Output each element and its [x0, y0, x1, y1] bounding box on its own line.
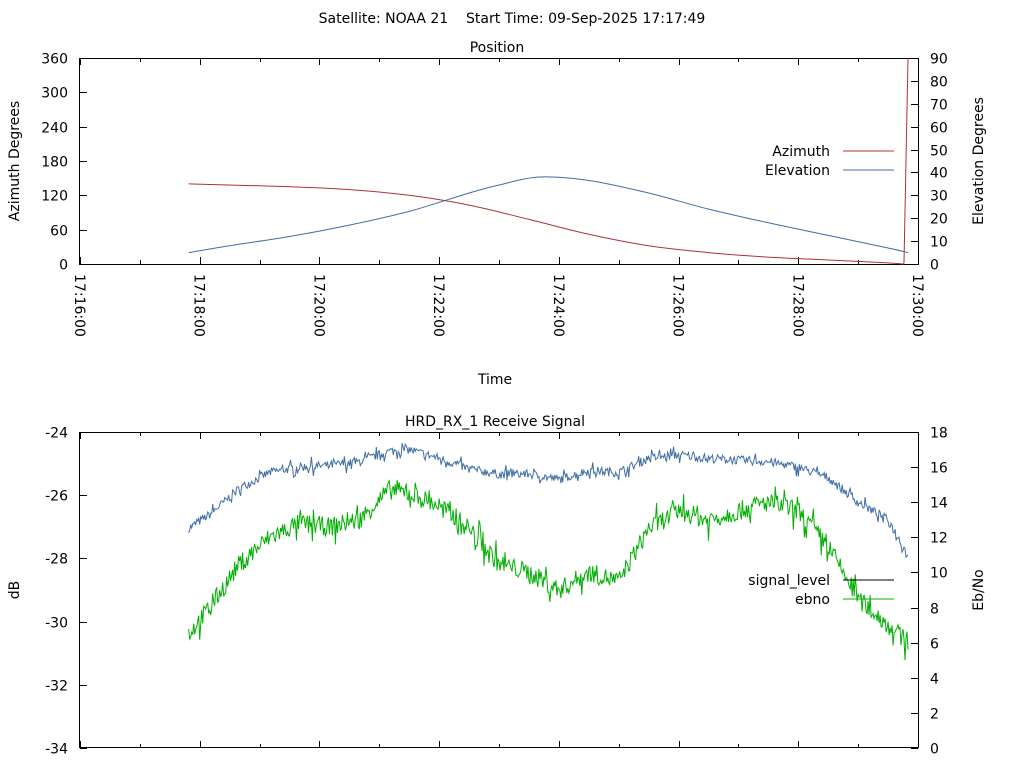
- position-legend: Azimuth Elevation: [765, 144, 894, 179]
- position-y-axis-label: Azimuth Degrees: [7, 101, 23, 221]
- signal-legend: signal_level ebno: [748, 573, 894, 608]
- y2-tick-label: 70: [930, 98, 948, 114]
- y2-tick-label: 90: [930, 52, 948, 68]
- y2-tick-label: 14: [930, 496, 948, 512]
- y2-tick-label: 16: [930, 461, 948, 477]
- y2-tick-label: 40: [930, 166, 948, 182]
- signal-chart-title: HRD_RX_1 Receive Signal: [405, 414, 585, 430]
- x-tick-label: 17:28:00: [789, 274, 805, 337]
- legend-signal-level-label: signal_level: [748, 573, 830, 589]
- x-tick-label: 17:22:00: [430, 274, 446, 337]
- y2-tick-label: 50: [930, 144, 948, 160]
- position-chart-title: Position: [470, 40, 525, 56]
- series-line-azimuth: [188, 57, 909, 265]
- y2-tick-label: 60: [930, 121, 948, 137]
- y-tick-label: 360: [41, 52, 68, 68]
- x-tick-label: 17:16:00: [71, 274, 87, 337]
- legend-ebno-label: ebno: [795, 592, 830, 608]
- series-line-ebno: [188, 479, 909, 661]
- y-tick-label: -32: [45, 679, 68, 695]
- y2-tick-label: 20: [930, 212, 948, 228]
- y2-tick-label: 30: [930, 189, 948, 205]
- y2-tick-label: 0: [930, 258, 939, 274]
- x-tick-label: 17:18:00: [191, 274, 207, 337]
- signal-axis-ticks: -34 -32 -30 -28 -26 -24 0 2 4 6 8 10 12 14 16 18: [45, 426, 948, 758]
- signal-series: [188, 442, 909, 661]
- legend-elevation-label: Elevation: [765, 163, 830, 179]
- legend-azimuth-label: Azimuth: [772, 144, 830, 160]
- position-y2-axis-label: Elevation Degrees: [971, 97, 987, 225]
- y-tick-label: 180: [41, 155, 68, 171]
- y2-tick-label: 18: [930, 426, 948, 442]
- y2-tick-label: 0: [930, 742, 939, 758]
- y-tick-label: 60: [50, 224, 68, 240]
- signal-y2-axis-label: Eb/No: [971, 569, 987, 611]
- y-tick-label: -28: [45, 552, 68, 568]
- y-tick-label: 240: [41, 121, 68, 137]
- y2-tick-label: 4: [930, 672, 939, 688]
- y2-tick-label: 10: [930, 235, 948, 251]
- x-tick-label: 17:20:00: [310, 274, 326, 337]
- series-line-unlabeled-blue: [188, 442, 909, 559]
- y2-tick-label: 12: [930, 531, 948, 547]
- y-tick-label: 0: [59, 258, 68, 274]
- y2-tick-label: 80: [930, 75, 948, 91]
- x-tick-label: 17:24:00: [550, 274, 566, 337]
- figure-title: Satellite: NOAA 21 Start Time: 09-Sep-20…: [319, 11, 706, 27]
- y-tick-label: 300: [41, 86, 68, 102]
- signal-plot-frame: [79, 432, 919, 748]
- y2-tick-label: 10: [930, 566, 948, 582]
- x-tick-label: 17:26:00: [670, 274, 686, 337]
- position-axis-ticks: 17:16:00 17:18:00 17:20:00 17:22:00 17:24:00…: [41, 52, 948, 337]
- signal-y-axis-label: dB: [7, 581, 23, 600]
- y-tick-label: 120: [41, 189, 68, 205]
- position-plot-frame: [79, 58, 919, 265]
- y-tick-label: -24: [45, 426, 68, 442]
- position-x-axis-label: Time: [477, 372, 512, 388]
- y2-tick-label: 8: [930, 602, 939, 618]
- y2-tick-label: 2: [930, 707, 939, 723]
- y2-tick-label: 6: [930, 637, 939, 653]
- y-tick-label: -26: [45, 489, 68, 505]
- y-tick-label: -34: [45, 742, 68, 758]
- position-chart: Position 17:16:00 17:18:00 17:20:00 17:22:0…: [7, 40, 987, 388]
- y-tick-label: -30: [45, 616, 68, 632]
- receive-signal-chart: HRD_RX_1 Receive Signal -34-32-30-28-26-…: [7, 414, 987, 758]
- x-tick-label: 17:30:00: [909, 274, 925, 337]
- position-series: [188, 57, 909, 265]
- series-line-elevation: [188, 176, 909, 254]
